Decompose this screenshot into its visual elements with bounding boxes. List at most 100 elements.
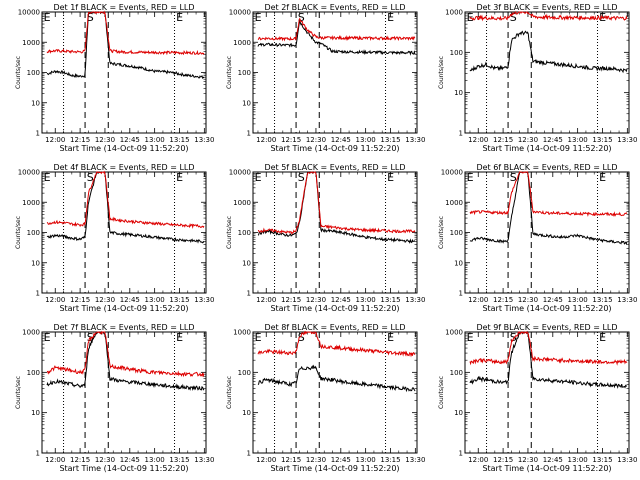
x-tick-label: 12:00	[468, 296, 488, 304]
plot-frame	[41, 171, 207, 294]
interval-marker-e: E	[176, 171, 183, 184]
x-tick-label: 12:30	[306, 296, 326, 304]
y-tick-label: 100	[238, 229, 251, 237]
series-line-events	[469, 171, 628, 245]
y-tick-label: 10	[31, 99, 40, 107]
x-axis-label: Start Time (14-Oct-09 11:52:20)	[482, 464, 611, 473]
interval-marker-s: S	[298, 331, 305, 344]
y-tick-label: 10000	[441, 169, 463, 177]
x-tick-label: 12:45	[543, 296, 563, 304]
plot-frame	[464, 171, 630, 294]
x-tick-label: 12:45	[331, 296, 351, 304]
interval-marker-e: E	[255, 171, 262, 184]
x-tick-label: 13:00	[568, 456, 588, 464]
interval-marker-e: E	[387, 171, 394, 184]
x-tick-label: 13:00	[356, 136, 376, 144]
x-tick-label: 13:30	[194, 136, 214, 144]
x-tick-label: 12:30	[95, 296, 115, 304]
y-tick-label: 10	[454, 409, 463, 417]
plot-frame	[41, 11, 207, 134]
x-tick-label: 12:00	[468, 136, 488, 144]
x-tick-label: 12:15	[70, 296, 90, 304]
x-tick-label: 13:30	[405, 296, 425, 304]
x-axis-label: Start Time (14-Oct-09 11:52:20)	[59, 464, 188, 473]
x-tick-label: 12:15	[70, 136, 90, 144]
y-tick-label: 10	[242, 409, 251, 417]
x-tick-label: 12:45	[543, 136, 563, 144]
series-line-lld	[257, 17, 416, 42]
interval-marker-e: E	[387, 11, 394, 24]
x-tick-label: 13:15	[169, 456, 189, 464]
interval-marker-e: E	[44, 331, 51, 344]
x-tick-label: 12:15	[70, 456, 90, 464]
x-tick-label: 13:15	[169, 136, 189, 144]
x-tick-label: 13:30	[405, 456, 425, 464]
y-tick-label: 100	[238, 69, 251, 77]
y-tick-label: 100	[27, 229, 40, 237]
y-tick-label: 1	[459, 130, 463, 138]
plot-frame	[252, 11, 418, 134]
y-tick-label: 10	[242, 259, 251, 267]
x-tick-label: 12:45	[331, 136, 351, 144]
series-line-lld	[46, 330, 205, 378]
x-tick-label: 12:30	[95, 136, 115, 144]
plot-frame	[41, 331, 207, 454]
y-tick-label: 100	[450, 229, 463, 237]
y-tick-label: 100	[238, 369, 251, 377]
x-tick-label: 12:00	[45, 456, 65, 464]
chart-panel-det-5: Det 5f BLACK = Events, RED = LLD 1 10 100 10…	[226, 163, 425, 313]
x-tick-label: 12:00	[256, 456, 276, 464]
y-axis-label: Counts/sec	[15, 216, 22, 249]
series-line-events	[257, 20, 416, 56]
x-tick-label: 12:15	[281, 136, 301, 144]
chart-panel-det-2: Det 2f BLACK = Events, RED = LLD 1 10 100 10…	[226, 3, 425, 153]
x-tick-label: 12:30	[518, 296, 538, 304]
chart-panel-det-8: Det 8f BLACK = Events, RED = LLD 1 10 100 10…	[226, 323, 425, 473]
x-tick-label: 12:45	[120, 136, 140, 144]
y-tick-label: 1	[247, 130, 251, 138]
y-axis-label: Counts/sec	[226, 376, 233, 409]
y-tick-label: 1000	[22, 39, 40, 47]
x-tick-label: 12:15	[493, 456, 513, 464]
x-tick-label: 13:15	[380, 136, 400, 144]
x-tick-label: 13:15	[380, 456, 400, 464]
y-tick-label: 1000	[22, 329, 40, 337]
x-axis-label: Start Time (14-Oct-09 11:52:20)	[59, 144, 188, 153]
y-tick-label: 1000	[445, 329, 463, 337]
y-axis-label: Counts/sec	[438, 56, 445, 89]
interval-marker-s: S	[87, 171, 94, 184]
x-tick-label: 13:15	[380, 296, 400, 304]
x-tick-label: 12:00	[256, 136, 276, 144]
x-axis-label: Start Time (14-Oct-09 11:52:20)	[270, 464, 399, 473]
y-tick-label: 1	[36, 290, 40, 298]
chart-panel-det-1: Det 1f BLACK = Events, RED = LLD 1 10 100 10…	[15, 3, 214, 153]
chart-title: Det 9f BLACK = Events, RED = LLD	[476, 323, 617, 332]
chart-title: Det 8f BLACK = Events, RED = LLD	[264, 323, 405, 332]
y-tick-label: 1000	[233, 199, 251, 207]
x-tick-label: 13:30	[405, 136, 425, 144]
y-tick-label: 100	[450, 369, 463, 377]
x-tick-label: 13:00	[145, 296, 165, 304]
y-tick-label: 1000	[233, 329, 251, 337]
series-line-lld	[46, 170, 205, 229]
interval-marker-e: E	[255, 11, 262, 24]
plot-frame	[252, 331, 418, 454]
x-tick-label: 13:00	[145, 136, 165, 144]
y-tick-label: 10000	[18, 9, 40, 17]
y-tick-label: 10	[242, 99, 251, 107]
interval-marker-e: E	[599, 171, 606, 184]
y-tick-label: 100	[27, 69, 40, 77]
x-tick-label: 13:00	[568, 136, 588, 144]
series-line-events	[257, 171, 416, 244]
series-line-lld	[469, 171, 628, 217]
series-line-events	[469, 330, 628, 389]
y-axis-label: Counts/sec	[226, 56, 233, 89]
x-tick-label: 12:30	[518, 456, 538, 464]
y-axis-label: Counts/sec	[15, 376, 22, 409]
interval-marker-e: E	[255, 331, 262, 344]
x-tick-label: 12:30	[518, 136, 538, 144]
series-line-events	[46, 11, 205, 80]
series-line-events	[257, 364, 416, 393]
series-line-events	[469, 30, 628, 74]
x-tick-label: 13:30	[617, 456, 637, 464]
